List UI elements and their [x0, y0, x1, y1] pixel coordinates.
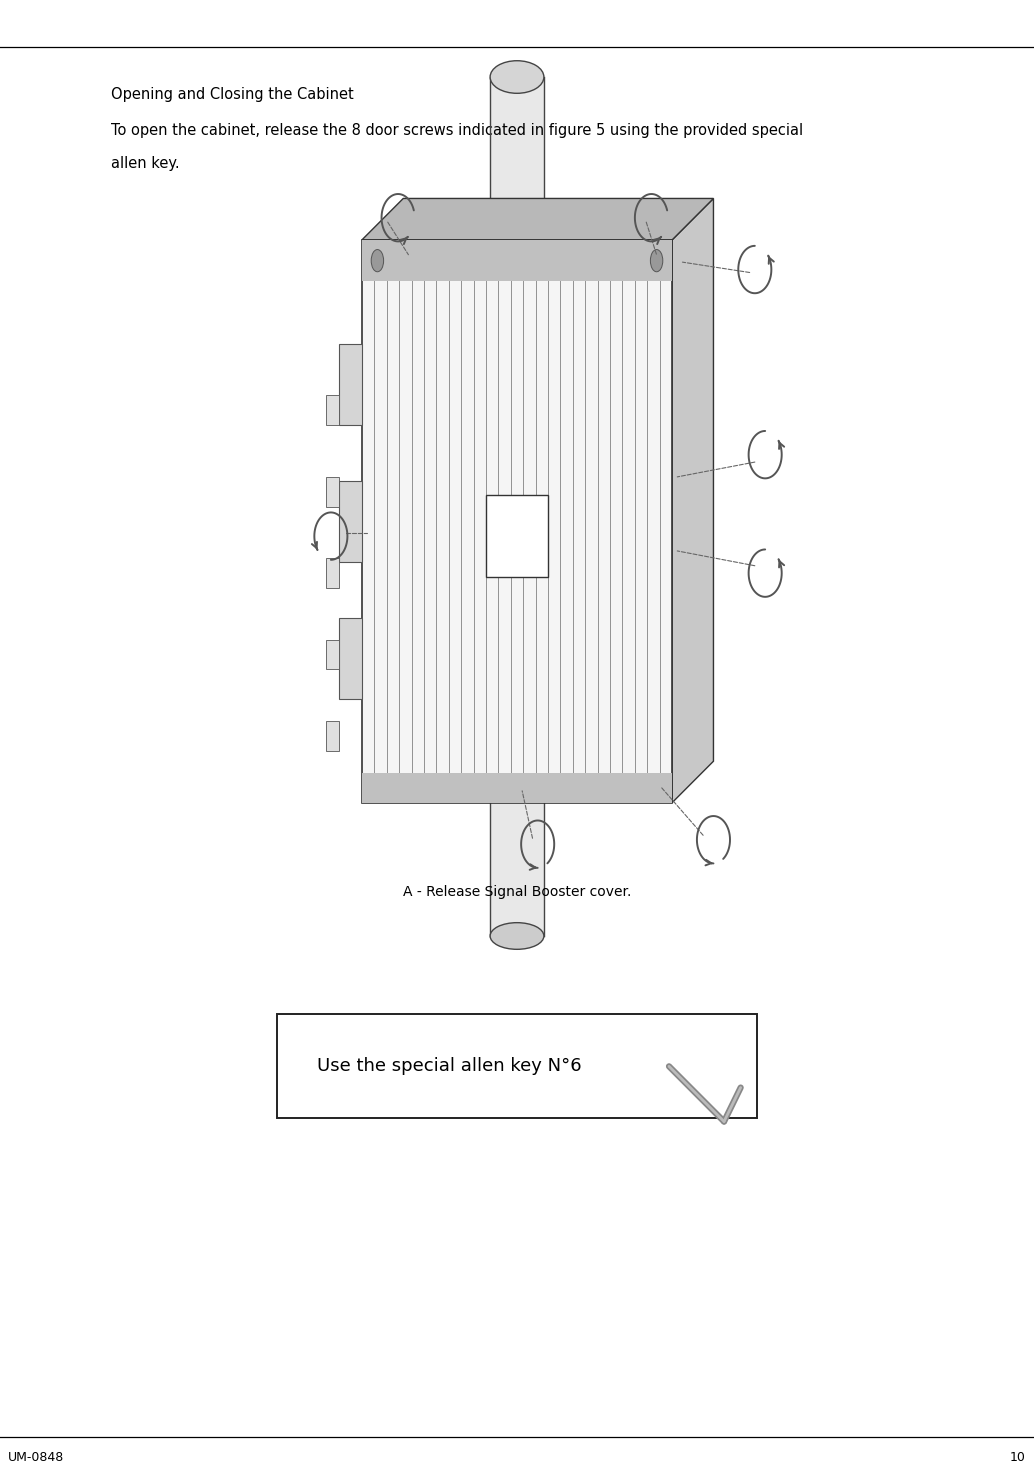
Bar — [339, 344, 362, 425]
Bar — [326, 395, 339, 425]
Bar — [339, 480, 362, 561]
Polygon shape — [490, 77, 544, 936]
Text: Opening and Closing the Cabinet: Opening and Closing the Cabinet — [111, 86, 354, 102]
Ellipse shape — [490, 61, 544, 93]
Bar — [362, 240, 672, 281]
Text: A - Release Signal Booster cover.: A - Release Signal Booster cover. — [403, 884, 631, 899]
Text: Figure 5: Figure 5 — [492, 932, 542, 943]
Polygon shape — [362, 198, 713, 240]
Text: To open the cabinet, release the 8 door screws indicated in figure 5 using the p: To open the cabinet, release the 8 door … — [111, 123, 802, 138]
Text: 10: 10 — [1010, 1451, 1026, 1463]
Bar — [362, 240, 672, 803]
Bar — [486, 495, 548, 576]
Bar — [277, 1014, 757, 1118]
Bar — [362, 773, 672, 803]
Text: allen key.: allen key. — [111, 156, 179, 170]
Bar — [326, 640, 339, 669]
Ellipse shape — [650, 249, 663, 273]
Ellipse shape — [371, 249, 384, 273]
Bar — [326, 558, 339, 588]
Ellipse shape — [490, 923, 544, 949]
Bar — [326, 477, 339, 507]
Bar — [339, 618, 362, 699]
Bar — [326, 721, 339, 751]
Text: Use the special allen key N°6: Use the special allen key N°6 — [317, 1057, 582, 1075]
Text: UM-0848: UM-0848 — [8, 1451, 64, 1463]
Polygon shape — [672, 198, 713, 803]
